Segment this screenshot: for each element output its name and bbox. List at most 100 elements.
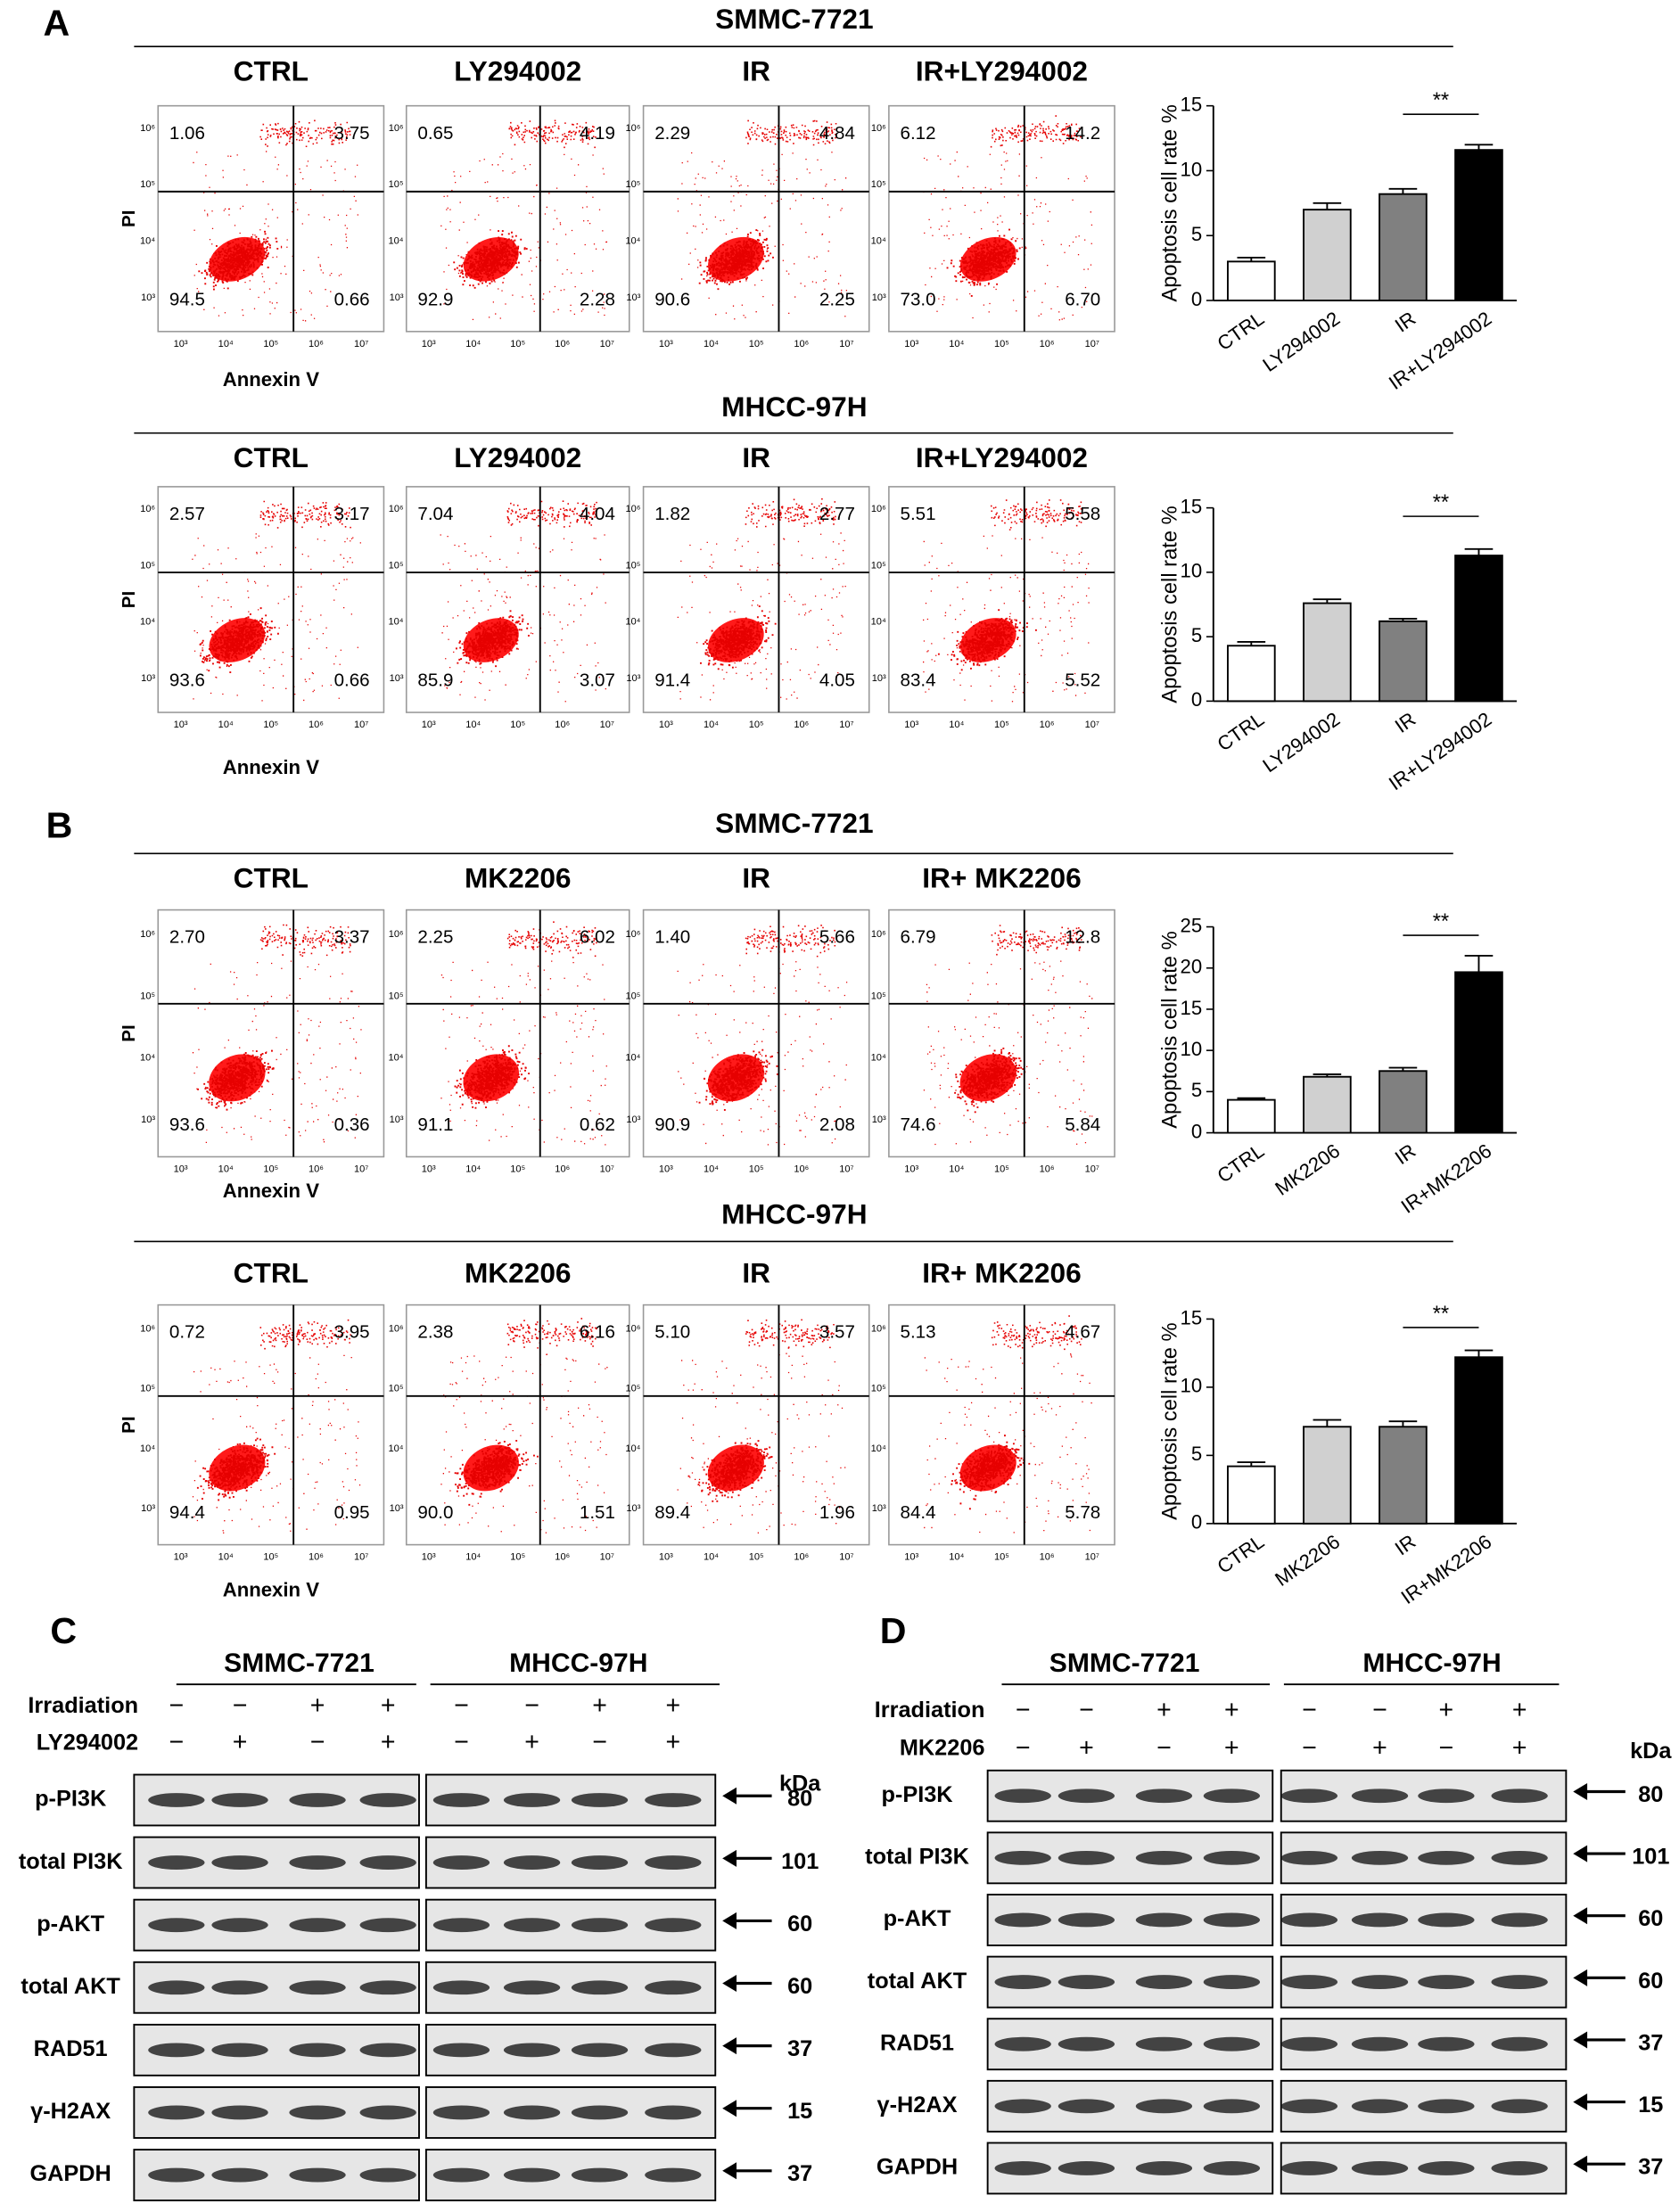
flow-y-tick: 10⁴ (871, 1053, 886, 1064)
axis-label: PI (119, 210, 139, 227)
plot-frame (888, 486, 1115, 713)
flow-x-tick: 10⁶ (555, 339, 570, 349)
blot-band (148, 2167, 205, 2183)
flow-x-tick: 10⁶ (309, 339, 324, 349)
quadrant-value: 91.1 (417, 1114, 453, 1135)
protein-label: p-AKT (884, 1906, 951, 1931)
panel-label: D (880, 1610, 907, 1651)
arrow-head (722, 1849, 737, 1867)
flow-y-tick: 10⁴ (140, 617, 155, 628)
arrow-head (1573, 1845, 1588, 1863)
y-tick-label: 15 (1181, 1306, 1203, 1328)
flow-y-tick: 10³ (390, 673, 404, 684)
flow-y-tick: 10⁴ (625, 617, 640, 628)
blot-band (1058, 2036, 1115, 2052)
condition-header: IR (742, 55, 770, 87)
flow-y-tick: 10⁶ (626, 1323, 641, 1334)
blot-band (645, 2105, 702, 2120)
blot-band (571, 1918, 629, 1933)
arrow-head (1573, 2031, 1588, 2049)
flow-y-tick: 10³ (872, 292, 886, 303)
blot-band (1280, 1850, 1338, 1865)
blot-band (1280, 1789, 1338, 1804)
treatment-sign: + (233, 1728, 248, 1756)
flow-y-tick: 10⁶ (389, 504, 404, 514)
treatment-sign: + (1224, 1696, 1239, 1724)
flow-y-tick: 10⁴ (389, 1443, 404, 1454)
plot-frame (157, 104, 385, 333)
blot-band (571, 2043, 629, 2058)
flow-y-tick: 10⁴ (625, 1443, 640, 1454)
quadrant-value: 2.25 (819, 289, 855, 309)
quadrant-value: 73.0 (901, 289, 936, 309)
quadrant-value: 74.6 (901, 1114, 936, 1135)
bar (1454, 1356, 1503, 1525)
flow-x-tick: 10⁴ (704, 339, 719, 349)
y-tick-label: 5 (1191, 624, 1202, 646)
unit-label: kDa (779, 1771, 821, 1796)
bar (1379, 620, 1428, 703)
blot-band (289, 1855, 346, 1870)
flow-x-tick: 10⁴ (704, 720, 719, 730)
scatter-points (192, 500, 361, 702)
scatter-points (677, 1319, 846, 1534)
blot-band (994, 1789, 1051, 1804)
bar (1454, 555, 1503, 703)
quadrant-value: 84.4 (901, 1502, 936, 1523)
quadrant-value: 5.52 (1065, 670, 1100, 691)
flow-y-tick: 10⁵ (140, 991, 155, 1001)
blot-band (1351, 1850, 1409, 1865)
y-tick-label: 0 (1191, 688, 1202, 711)
blot-band (1203, 2161, 1261, 2175)
flow-x-tick: 10⁴ (218, 339, 234, 349)
protein-label: GAPDH (29, 2161, 111, 2186)
flow-x-tick: 10⁵ (263, 720, 278, 730)
arrow-head (722, 1787, 737, 1805)
quadrant-value: 2.77 (819, 504, 855, 524)
bar (1454, 971, 1503, 1134)
flow-x-tick: 10⁷ (600, 1164, 614, 1175)
flow-y-tick: 10³ (390, 1503, 404, 1514)
quadrant-value: 3.75 (334, 123, 370, 144)
flow-x-tick: 10⁶ (794, 339, 809, 349)
flow-y-tick: 10³ (626, 1503, 640, 1514)
kda-value: 37 (787, 2036, 812, 2061)
quadrant-value: 2.70 (169, 927, 205, 948)
plot-frame (157, 909, 385, 1158)
flow-y-tick: 10⁶ (871, 929, 886, 940)
treatment-sign: − (454, 1691, 469, 1720)
y-tick-label: 5 (1191, 223, 1202, 245)
section-title: MHCC-97H (721, 391, 867, 423)
y-tick-label: 10 (1181, 158, 1203, 180)
protein-label: p-PI3K (35, 1787, 107, 1812)
flow-y-tick: 10⁴ (625, 235, 640, 246)
quadrant-value: 3.07 (580, 670, 615, 691)
blot-band (1491, 1789, 1548, 1804)
scatter-points (923, 115, 1093, 321)
y-tick-label: 0 (1191, 1120, 1202, 1142)
condition-header: CTRL (234, 862, 309, 894)
flow-y-tick: 10⁵ (389, 560, 404, 571)
flow-x-tick: 10⁴ (949, 1552, 964, 1563)
blot-band (1418, 2161, 1475, 2175)
condition-header: CTRL (234, 55, 309, 87)
flow-x-tick: 10⁵ (749, 720, 764, 730)
flow-x-tick: 10⁶ (794, 720, 809, 730)
flow-y-tick: 10⁴ (389, 235, 404, 246)
y-tick-label: 25 (1181, 914, 1203, 936)
treatment-sign: − (1016, 1734, 1031, 1763)
flow-x-tick: 10⁴ (218, 1164, 234, 1175)
blot-band (359, 1855, 416, 1870)
quadrant-value: 14.2 (1065, 123, 1100, 144)
flow-x-tick: 10³ (422, 1552, 436, 1563)
plot-frame (642, 1303, 870, 1546)
blot-band (1135, 1975, 1193, 1990)
flow-x-tick: 10⁵ (263, 1552, 278, 1563)
plot-frame (888, 104, 1115, 333)
flow-y-tick: 10⁶ (626, 504, 641, 514)
flow-y-tick: 10⁴ (140, 1443, 155, 1454)
flow-y-tick: 10³ (141, 673, 155, 684)
flow-x-tick: 10⁶ (555, 1164, 570, 1175)
blot-band (645, 1918, 702, 1933)
flow-y-tick: 10⁶ (140, 123, 155, 134)
